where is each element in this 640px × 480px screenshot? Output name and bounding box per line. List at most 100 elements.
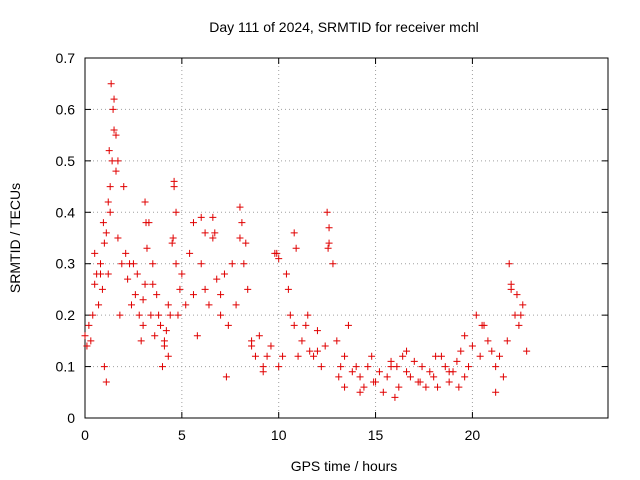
data-point	[430, 373, 438, 381]
data-point	[158, 363, 166, 371]
data-point	[201, 229, 209, 237]
chart-grid	[85, 58, 608, 418]
data-point	[292, 244, 300, 252]
data-point	[465, 363, 473, 371]
data-point	[102, 229, 110, 237]
x-tick-label: 5	[178, 427, 186, 443]
data-point	[95, 301, 103, 309]
data-point	[222, 373, 230, 381]
data-point	[124, 275, 132, 283]
data-point	[251, 352, 259, 360]
data-point	[112, 167, 120, 175]
data-point	[267, 342, 275, 350]
data-point	[302, 321, 310, 329]
data-point	[189, 219, 197, 227]
y-tick-label: 0	[67, 410, 75, 426]
data-point	[517, 311, 525, 319]
data-point	[461, 332, 469, 340]
data-point	[224, 321, 232, 329]
data-point	[169, 234, 177, 242]
data-point	[166, 311, 174, 319]
data-point	[468, 342, 476, 350]
data-point	[499, 373, 507, 381]
data-point	[379, 388, 387, 396]
data-point	[403, 368, 411, 376]
data-point	[105, 147, 113, 155]
data-point	[352, 363, 360, 371]
data-point	[91, 280, 99, 288]
data-point	[197, 213, 205, 221]
data-point	[162, 327, 170, 335]
data-point	[160, 342, 168, 350]
data-point	[131, 291, 139, 299]
data-point	[151, 332, 159, 340]
y-tick-label: 0.4	[56, 204, 76, 220]
data-point	[178, 270, 186, 278]
data-point	[335, 373, 343, 381]
data-point	[375, 368, 383, 376]
data-point	[141, 280, 149, 288]
data-point	[306, 347, 314, 355]
data-point	[106, 183, 114, 191]
data-point	[172, 260, 180, 268]
data-point	[441, 363, 449, 371]
data-point	[523, 347, 531, 355]
data-point	[317, 363, 325, 371]
data-point	[422, 383, 430, 391]
data-point	[399, 352, 407, 360]
data-point	[478, 321, 486, 329]
data-point	[290, 229, 298, 237]
data-point	[211, 229, 219, 237]
data-point	[496, 352, 504, 360]
data-point	[387, 357, 395, 365]
data-point	[135, 311, 143, 319]
data-point	[515, 321, 523, 329]
data-point	[129, 260, 137, 268]
data-point	[393, 363, 401, 371]
data-point	[114, 234, 122, 242]
chart-ticks: 0 5 10 15 20 0 0.1 0.2 0.3 0.4 0.5 0.6 0.7	[56, 50, 608, 443]
data-point	[170, 177, 178, 185]
data-point	[368, 352, 376, 360]
data-point	[391, 393, 399, 401]
data-point	[294, 352, 302, 360]
data-point	[114, 157, 122, 165]
data-point	[87, 337, 95, 345]
data-point	[91, 249, 99, 257]
data-point	[356, 388, 364, 396]
data-point	[104, 198, 112, 206]
data-point	[244, 285, 252, 293]
data-point	[81, 332, 89, 340]
plot-frame	[84, 57, 609, 419]
data-point	[96, 260, 104, 268]
data-point	[488, 347, 496, 355]
data-point	[217, 291, 225, 299]
data-point	[85, 321, 93, 329]
y-tick-label: 0.6	[56, 101, 76, 117]
chart-title: Day 111 of 2024, SRMTID for receiver mch…	[209, 19, 478, 35]
data-point	[172, 208, 180, 216]
data-point	[410, 357, 418, 365]
data-point	[282, 270, 290, 278]
data-point	[155, 311, 163, 319]
data-point	[341, 383, 349, 391]
data-point	[193, 332, 201, 340]
data-point	[107, 80, 115, 88]
data-point	[290, 321, 298, 329]
data-point	[122, 249, 130, 257]
data-point	[403, 347, 411, 355]
data-point	[476, 352, 484, 360]
data-point	[445, 378, 453, 386]
data-point	[513, 291, 521, 299]
data-point	[99, 219, 107, 227]
data-point	[176, 285, 184, 293]
x-axis-label: GPS time / hours	[291, 458, 398, 474]
data-point	[457, 347, 465, 355]
data-point	[118, 260, 126, 268]
data-point	[275, 255, 283, 263]
data-point	[120, 183, 128, 191]
data-point	[182, 301, 190, 309]
data-point	[519, 301, 527, 309]
data-point	[395, 383, 403, 391]
